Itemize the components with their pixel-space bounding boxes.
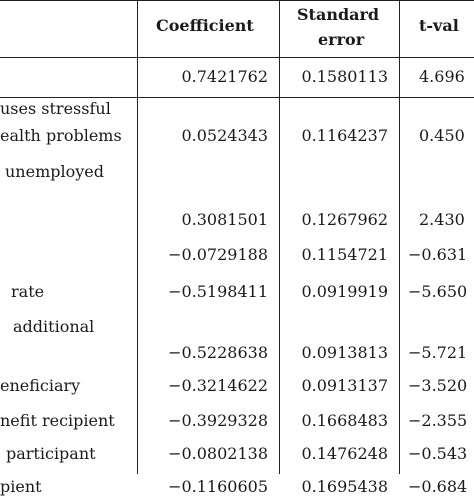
cell-t-value: −5.650 [408,282,468,301]
row-label-additional: additional [13,317,95,336]
row-label-stress-line2: ealth problems [0,126,122,145]
cell-t-value: −0.684 [408,477,468,496]
cell-t-value: −5.721 [408,343,468,362]
cell-coefficient: −0.0729188 [168,245,268,264]
cell-standard-error: 0.0913137 [301,376,388,395]
cell-standard-error: 0.0913813 [301,343,388,362]
first-row-rule [0,97,474,98]
row-label-benefit-recipient: nefit recipient [0,411,115,430]
cell-standard-error: 0.1476248 [301,444,388,463]
header-coefficient: Coefficient [156,16,254,35]
header-rule [0,57,474,58]
cell-coefficient: −0.0802138 [168,444,268,463]
row-label-rate: rate [11,282,45,301]
row-label-beneficiary: eneficiary [0,376,81,395]
column-divider-coefficient [279,0,280,474]
cell-coefficient: 0.3081501 [181,210,268,229]
header-standard-error-line1: Standard [297,5,380,24]
row-label-recipient: pient [0,477,42,496]
cell-t-value: 4.696 [419,67,465,86]
cell-t-value: −0.543 [408,444,468,463]
cell-coefficient: −0.5198411 [168,282,268,301]
cell-coefficient: 0.7421762 [181,67,268,86]
row-label-stress-line1: uses stressful [0,99,111,118]
header-standard-error-line2: error [318,30,365,49]
cell-t-value: −0.631 [408,245,468,264]
cell-t-value: −2.355 [408,411,468,430]
column-divider-label [137,0,138,474]
cell-coefficient: −0.5228638 [168,343,268,362]
cell-standard-error: 0.1668483 [301,411,388,430]
cell-coefficient: −0.1160605 [168,477,268,496]
table-top-border [0,0,474,1]
cell-t-value: 2.430 [419,210,465,229]
cell-t-value: −3.520 [408,376,468,395]
cell-standard-error: 0.1154721 [301,245,388,264]
column-divider-stderr [399,0,400,474]
cell-standard-error: 0.1267962 [301,210,388,229]
cell-coefficient: −0.3214622 [168,376,268,395]
cell-t-value: 0.450 [419,126,465,145]
header-t-value: t-val [419,16,459,35]
cell-coefficient: 0.0524343 [181,126,268,145]
row-label-unemployed: unemployed [5,162,104,181]
cell-standard-error: 0.1580113 [301,67,388,86]
cell-standard-error: 0.1695438 [301,477,388,496]
row-label-participant: participant [6,444,96,463]
cell-standard-error: 0.0919919 [301,282,388,301]
cell-standard-error: 0.1164237 [301,126,388,145]
cell-coefficient: −0.3929328 [168,411,268,430]
